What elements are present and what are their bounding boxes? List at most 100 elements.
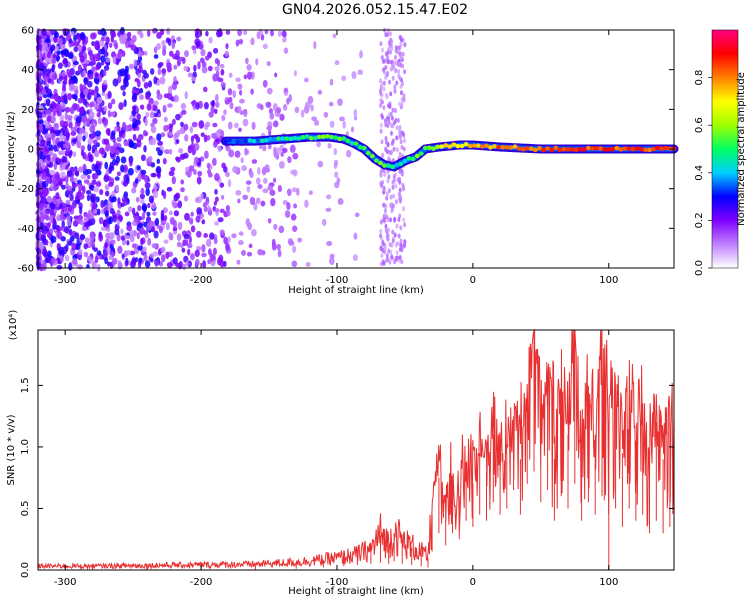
noise-speckle [64,189,70,198]
noise-speckle [178,129,184,135]
noise-speckle [156,158,161,164]
noise-speckle [228,72,233,78]
signal-point [618,147,624,152]
noise-speckle [190,225,196,233]
noise-speckle [137,205,142,212]
noise-speckle [277,249,282,258]
noise-speckle [148,195,155,204]
noise-band-speckle [403,69,407,75]
noise-band-speckle [384,228,388,234]
noise-speckle [52,217,56,226]
noise-speckle [156,43,162,50]
noise-speckle [53,208,58,214]
noise-speckle [249,196,256,206]
noise-speckle [268,129,272,137]
noise-speckle [147,237,152,246]
noise-speckle [97,29,102,35]
noise-speckle [52,137,56,145]
noise-speckle [94,255,99,264]
noise-speckle [79,233,85,241]
signal-point [431,146,436,151]
noise-speckle [75,116,82,124]
noise-band-speckle [388,79,391,85]
noise-speckle [164,149,170,155]
noise-speckle [167,38,172,47]
noise-speckle [153,112,159,118]
noise-speckle [212,133,218,140]
noise-speckle [150,137,157,146]
noise-speckle [135,196,140,203]
noise-speckle [200,132,205,138]
noise-speckle [220,194,225,200]
noise-speckle [162,158,167,165]
noise-speckle [78,248,83,255]
noise-speckle [85,190,92,195]
y-tick-label: -60 [18,264,34,275]
noise-speckle [183,195,189,202]
noise-band-speckle [379,229,383,234]
noise-speckle [186,243,193,249]
noise-speckle [177,200,183,209]
noise-speckle [334,171,339,179]
signal-point [369,153,375,159]
noise-speckle [206,135,211,141]
noise-speckle [274,72,278,78]
noise-band-speckle [391,238,395,244]
noise-speckle [152,251,159,257]
noise-speckle [79,206,83,215]
noise-speckle [56,231,63,240]
noise-speckle [169,216,175,225]
noise-speckle [115,184,119,193]
noise-speckle [82,135,86,142]
noise-speckle [264,164,270,172]
noise-speckle [123,140,130,147]
noise-speckle [119,36,126,45]
noise-speckle [100,199,105,209]
noise-speckle [255,177,261,185]
noise-speckle [217,145,222,153]
noise-band-speckle [400,144,404,150]
noise-speckle [56,200,61,208]
noise-speckle [206,162,211,169]
signal-point [557,147,563,153]
noise-speckle [57,141,63,148]
noise-speckle [353,232,358,240]
noise-speckle [139,94,144,101]
noise-speckle [114,42,119,50]
noise-speckle [249,171,254,179]
noise-speckle [90,193,94,202]
noise-band-speckle [379,84,383,90]
noise-speckle [75,70,81,76]
noise-speckle [227,236,231,244]
noise-speckle [245,57,249,65]
noise-speckle [352,254,358,261]
noise-speckle [61,220,65,229]
noise-speckle [190,100,197,106]
noise-speckle [80,174,87,180]
signal-point [316,134,322,140]
y-tick-label: 1.5 [20,377,31,393]
noise-band-speckle [402,186,406,192]
noise-speckle [189,253,195,261]
noise-speckle [153,54,159,59]
noise-speckle [269,112,275,120]
noise-speckle [126,240,130,246]
noise-speckle [190,211,194,217]
noise-speckle [49,46,54,53]
snr-x-label: Height of straight line (km) [288,586,424,597]
noise-speckle [104,241,109,249]
noise-speckle [51,256,56,264]
noise-speckle [91,66,96,72]
noise-speckle [96,96,103,104]
signal-point [357,145,363,150]
noise-speckle [64,112,68,121]
noise-speckle [141,203,148,212]
noise-speckle [131,243,137,249]
noise-band-speckle [394,108,398,114]
noise-speckle [238,240,244,246]
noise-speckle [180,109,187,115]
noise-speckle [183,233,190,240]
noise-speckle [62,143,68,149]
noise-speckle [308,190,313,196]
